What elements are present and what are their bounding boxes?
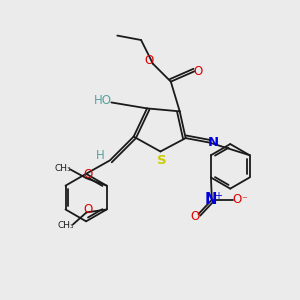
Text: S: S	[157, 154, 166, 167]
Text: O: O	[145, 54, 154, 67]
Text: ⁻: ⁻	[242, 195, 248, 205]
Text: O: O	[191, 210, 200, 223]
Text: O: O	[83, 203, 93, 216]
Text: CH₃: CH₃	[55, 164, 71, 173]
Text: N: N	[208, 136, 219, 149]
Text: H: H	[96, 149, 105, 162]
Text: O: O	[233, 193, 242, 206]
Text: CH₃: CH₃	[58, 221, 74, 230]
Text: +: +	[214, 191, 222, 201]
Text: HO: HO	[94, 94, 112, 107]
Text: O: O	[83, 168, 93, 181]
Text: N: N	[204, 192, 217, 207]
Text: O: O	[194, 65, 203, 78]
